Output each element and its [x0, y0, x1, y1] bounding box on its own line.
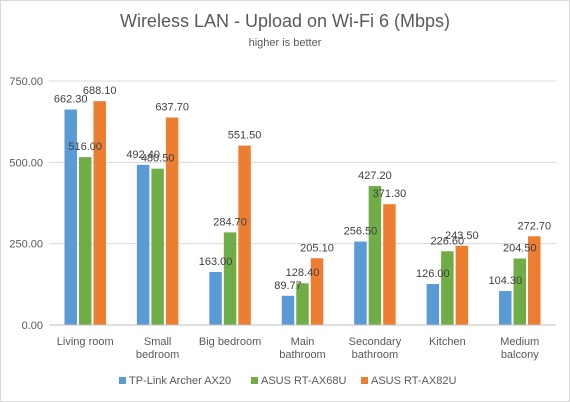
bar — [296, 283, 309, 325]
data-label: 243.50 — [445, 230, 479, 242]
x-tick-label: Small — [144, 336, 172, 348]
x-tick-label: Big bedroom — [199, 336, 261, 348]
bar — [64, 109, 77, 325]
x-tick-label: Secondary — [349, 336, 402, 348]
legend-label: TP-Link Archer AX20 — [129, 375, 231, 387]
data-label: 104.30 — [488, 275, 522, 287]
x-tick-label: Medium — [500, 336, 539, 348]
bar — [238, 145, 251, 325]
bar — [499, 291, 512, 325]
gridlines — [49, 80, 556, 245]
legend-swatch — [119, 377, 126, 384]
x-tick-label: balcony — [501, 349, 539, 361]
bar — [426, 284, 440, 325]
y-tick-label: 250.00 — [9, 239, 43, 251]
bar — [78, 157, 92, 325]
data-label: 371.30 — [373, 188, 407, 200]
data-label: 163.00 — [199, 256, 233, 268]
bar — [441, 251, 454, 325]
y-tick-label: 750.00 — [9, 76, 43, 88]
data-label: 226.60 — [431, 235, 465, 247]
legend: TP-Link Archer AX20 ASUS RT-AX68U ASUS RT-… — [119, 375, 456, 387]
bar — [528, 236, 541, 325]
legend-label: ASUS RT-AX82U — [371, 375, 456, 387]
data-label: 89.77 — [274, 280, 302, 292]
bar — [93, 101, 106, 326]
data-label: 272.70 — [517, 220, 551, 232]
data-label: 256.50 — [344, 226, 378, 238]
data-label: 492.40 — [126, 149, 160, 161]
y-tick-label: 0.00 — [22, 320, 43, 332]
bar — [455, 245, 469, 325]
bar — [281, 295, 295, 325]
legend-swatch — [251, 377, 258, 384]
bar — [165, 117, 179, 325]
bar — [310, 258, 324, 325]
x-tick-label: Main — [291, 336, 315, 348]
legend-label: ASUS RT-AX68U — [261, 375, 346, 387]
y-tick-label: 500.00 — [9, 157, 43, 169]
chart-title: Wireless LAN - Upload on Wi-Fi 6 (Mbps) — [120, 11, 450, 31]
legend-swatch — [361, 377, 368, 384]
data-label: 688.10 — [83, 85, 117, 97]
data-label: 284.70 — [213, 216, 247, 228]
data-label: 126.00 — [416, 268, 450, 280]
data-label: 480.50 — [141, 153, 175, 165]
bar — [383, 204, 396, 325]
data-label: 128.40 — [286, 267, 320, 279]
data-label: 551.50 — [228, 130, 262, 142]
bar — [209, 271, 222, 325]
data-label: 516.00 — [68, 141, 102, 153]
bar — [151, 168, 164, 325]
x-tick-label: bathroom — [352, 349, 398, 361]
data-label: 204.50 — [503, 242, 537, 254]
bar — [354, 241, 367, 325]
bar — [136, 164, 150, 325]
data-label: 637.70 — [155, 102, 189, 114]
x-tick-label: bedroom — [136, 349, 179, 361]
axes: 0.00 250.00 500.00 750.00 Living room Smallbe… — [9, 76, 556, 361]
data-label: 205.10 — [300, 242, 334, 254]
bar — [368, 186, 382, 325]
bar — [513, 258, 527, 325]
data-label: 662.30 — [54, 94, 88, 106]
x-tick-label: Kitchen — [429, 336, 466, 348]
bar — [223, 232, 237, 325]
bars — [64, 101, 541, 326]
x-tick-label: bathroom — [279, 349, 325, 361]
chart-subtitle: higher is better — [249, 37, 322, 49]
x-tick-label: Living room — [57, 336, 114, 348]
data-label: 427.20 — [358, 170, 392, 182]
